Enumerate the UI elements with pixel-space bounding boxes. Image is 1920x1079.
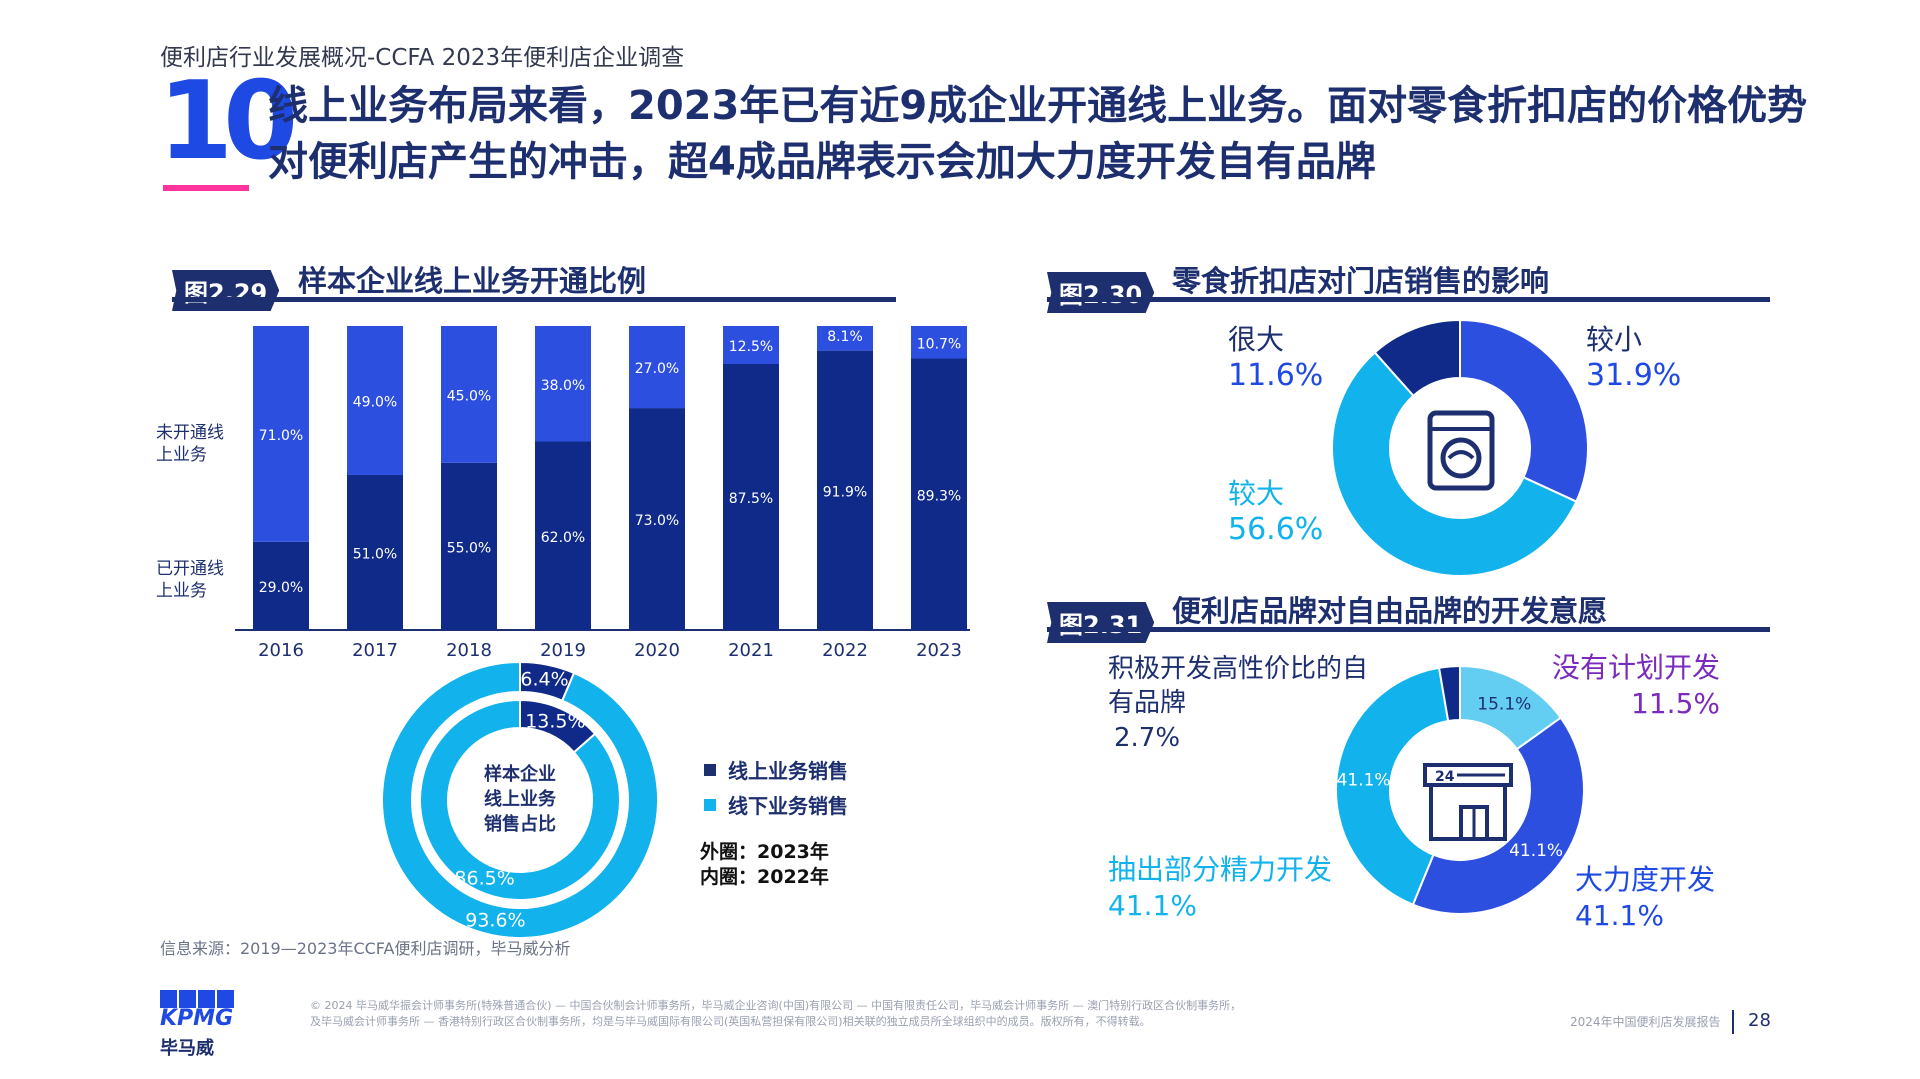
label-smaller: 较小 31.9% [1586,323,1682,393]
data-label-online-2019: 62.0% [541,530,585,546]
x-tick-2016: 2016 [258,640,304,661]
impact-slice-0 [1459,318,1589,503]
data-label-online-2020: 73.0% [635,513,679,529]
legend-online: 已开通线 上业务 [156,559,224,601]
data-label-offline-2016: 71.0% [259,428,303,444]
bar-offline-2016 [253,326,309,542]
x-tick-2021: 2021 [728,640,774,661]
legend-online-sales: 线上业务销售 [704,755,848,784]
bar-online-2023 [911,358,967,630]
inner-ring-label-1: 86.5% [454,867,514,889]
x-tick-2018: 2018 [446,640,492,661]
figure-title-2-31: 便利店品牌对自由品牌的开发意愿 [1172,594,1608,628]
brand-slice-2 [1335,666,1450,907]
ring-note: 外圈：2023年 内圈：2022年 [700,840,829,890]
bar-online-2016 [253,541,309,630]
kpmg-logo: KPMG 毕马威 [160,990,236,1060]
section-number: 10 [158,59,298,184]
online-sales-share-double-donut: 6.4% 93.6% 13.5% 86.5% [381,660,659,939]
bar-online-2022 [817,350,873,630]
outer-ring-label-0: 6.4% [520,668,568,690]
label-no-plan: 没有计划开发 11.5% [1551,651,1720,720]
figure-rule-2-30 [1047,297,1770,302]
label-big-effort: 大力度开发 41.1% [1575,863,1716,932]
legend-swatch-offline [704,798,716,811]
page-number: 28 [1748,1010,1771,1031]
figure-rule-2-31 [1047,627,1770,632]
footer-divider [1732,1010,1734,1034]
data-label-online-2021: 87.5% [729,491,773,507]
bar-offline-2023 [911,326,967,359]
data-label-offline-2021: 12.5% [729,339,773,355]
data-label-offline-2020: 27.0% [635,361,679,377]
data-label-offline-2022: 8.1% [827,329,863,345]
bar-online-2019 [535,441,591,630]
bar-offline-2021 [723,326,779,364]
data-label-online-2016: 29.0% [259,580,303,596]
x-tick-2017: 2017 [352,640,398,661]
label-larger: 较大 56.6% [1228,477,1324,547]
figure-tag-2-31: 图2.31 [1047,602,1155,643]
bar-offline-2022 [817,326,873,351]
bar-online-2020 [629,408,685,630]
outer-ring-label-1: 93.6% [465,910,525,932]
bar-offline-2017 [347,326,403,475]
brand-label-2: 41.1% [1337,770,1391,790]
ring-note-inner: 内圈：2022年 [700,866,829,888]
impact-slice-1 [1331,351,1578,577]
ring-note-outer: 外圈：2023年 [700,841,829,863]
figure-rule-2-29 [172,297,896,302]
page-headline: 线上业务布局来看，2023年已有近9成企业开通线上业务。面对零食折扣店的价格优势… [268,83,1808,185]
x-tick-2020: 2020 [634,640,680,661]
legal-notice: © 2024 毕马威华振会计师事务所(特殊普通合伙) — 中国合伙制会计师事务所… [310,999,1242,1028]
bar-offline-2020 [629,326,685,409]
private-brand-intent-donut: 15.1% 41.1% 41.1% 24 [1335,665,1585,915]
figure-title-2-29: 样本企业线上业务开通比例 [298,264,647,298]
page-subtitle: 便利店行业发展概况-CCFA 2023年便利店企业调查 [160,45,685,71]
bar-offline-2018 [441,326,497,463]
data-label-offline-2017: 49.0% [353,394,397,410]
bar-online-2017 [347,474,403,630]
data-label-online-2023: 89.3% [917,488,961,504]
brand-label-1: 41.1% [1509,841,1563,861]
appliance-icon [1427,410,1495,491]
figure-title-2-30: 零食折扣店对门店销售的影响 [1172,264,1550,298]
figure-tag-2-30: 图2.30 [1047,272,1155,313]
label-partial-effort: 抽出部分精力开发 41.1% [1108,853,1333,922]
legend-not-online: 未开通线 上业务 [156,423,224,465]
bar-online-2021 [723,364,779,630]
double-donut-center-text: 样本企业 线上业务 销售占比 [484,764,556,835]
x-tick-2023: 2023 [916,640,962,661]
legend-swatch-online [704,763,716,776]
discount-store-impact-donut [1331,318,1589,577]
data-label-online-2022: 91.9% [823,484,867,500]
section-number-underline [163,185,249,191]
x-tick-2019: 2019 [540,640,586,661]
inner-ring-slice-1 [419,698,621,901]
bar-offline-2019 [535,326,591,442]
bar-online-2018 [441,462,497,630]
legend-offline-sales: 线下业务销售 [704,790,848,819]
data-label-online-2017: 51.0% [353,546,397,562]
store-24-icon: 24 [1423,763,1513,841]
outer-ring-slice-1 [381,660,659,939]
data-label-offline-2018: 45.0% [447,388,491,404]
data-label-online-2018: 55.0% [447,540,491,556]
label-very-large: 很大 11.6% [1228,323,1324,393]
brand-slice-3 [1437,665,1461,723]
impact-slice-2 [1373,318,1461,398]
data-label-offline-2019: 38.0% [541,378,585,394]
brand-slice-1 [1411,716,1585,915]
report-name: 2024年中国便利店发展报告 [1570,1015,1721,1029]
source-note: 信息来源：2019—2023年CCFA便利店调研，毕马威分析 [160,939,571,958]
brand-label-0: 15.1% [1477,695,1531,715]
data-label-offline-2023: 10.7% [917,336,961,352]
inner-ring-label-0: 13.5% [525,711,585,733]
online-adoption-bar-chart: 29.0% 71.0% 2016 51.0% 49.0% 2017 55.0% 45.0% 20… [235,326,970,661]
label-active-high-value: 积极开发高性价比的自有品牌 2.7% [1108,654,1369,753]
x-tick-2022: 2022 [822,640,868,661]
svg-text:24: 24 [1435,769,1455,785]
figure-tag-2-29: 图2.29 [172,270,280,311]
